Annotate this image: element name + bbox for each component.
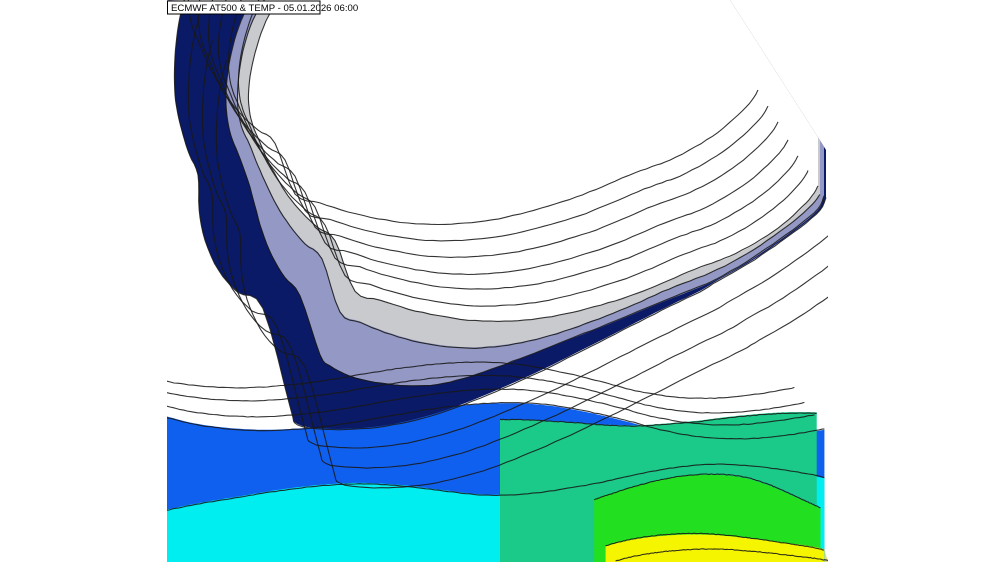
- svg-text:ECMWF AT500 & TEMP - 05.01.202: ECMWF AT500 & TEMP - 05.01.2026 06:00: [171, 3, 358, 14]
